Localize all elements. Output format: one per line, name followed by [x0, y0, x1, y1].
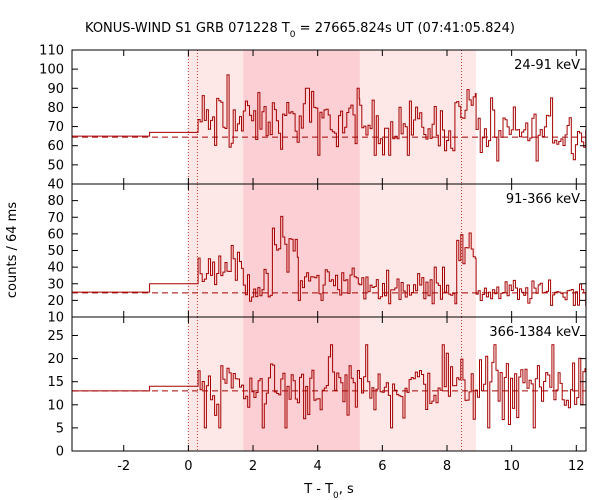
- dark-interval-band: [243, 184, 360, 317]
- energy-band-label: 24-91 keV: [514, 58, 580, 73]
- chart-title-prefix: KONUS-WIND S1 GRB 071228 T: [85, 21, 290, 36]
- y-tick-label: 90: [47, 82, 64, 97]
- y-tick-label: 5: [56, 421, 64, 436]
- x-tick-label: 0: [184, 459, 192, 474]
- chart-title-sub: 0: [290, 30, 296, 40]
- light-curve: [72, 74, 587, 162]
- y-tick-label: 40: [47, 261, 64, 276]
- y-tick-label: 70: [47, 211, 64, 226]
- x-tick-label: 4: [314, 459, 322, 474]
- y-tick-label: 20: [47, 294, 64, 309]
- y-tick-label: 70: [47, 120, 64, 135]
- y-tick-label: 20: [47, 352, 64, 367]
- x-tick-label: -2: [117, 459, 130, 474]
- y-tick-label: 80: [47, 101, 64, 116]
- y-tick-label: 80: [47, 194, 64, 209]
- y-tick-label: 40: [47, 178, 64, 193]
- y-tick-label: 0: [56, 445, 64, 460]
- panel-frame: [71, 316, 587, 452]
- y-axis-label: counts / 64 ms: [5, 202, 20, 298]
- y-tick-label: 100: [39, 63, 64, 78]
- x-axis-label-sub: 0: [333, 491, 339, 500]
- chart-title-suffix: = 27665.824s UT (07:41:05.824): [296, 21, 515, 36]
- y-tick-label: 60: [47, 139, 64, 154]
- y-tick-label: 110: [39, 44, 64, 59]
- y-tick-label: 60: [47, 227, 64, 242]
- dark-interval-band: [243, 317, 360, 451]
- x-axis-label-prefix: T - T: [303, 482, 333, 497]
- y-tick-label: 10: [47, 398, 64, 413]
- x-tick-label: 8: [443, 459, 451, 474]
- x-axis-label: T - T0, s: [303, 482, 354, 500]
- panel-1: 40 50 60 70 80 90 100 110 24-91 keV: [39, 44, 587, 193]
- x-tick-label: 6: [378, 459, 386, 474]
- energy-band-label: 91-366 keV: [506, 192, 580, 207]
- chart-title: KONUS-WIND S1 GRB 071228 T0 = 27665.824s…: [85, 21, 515, 40]
- y-tick-label: 30: [47, 277, 64, 292]
- y-tick-label: 10: [47, 311, 64, 326]
- energy-band-label: 366-1384 keV: [489, 325, 580, 340]
- y-tick-label: 50: [47, 244, 64, 259]
- panel-3: 0 5 10 15 20 25 366-1384 keV: [47, 316, 587, 460]
- x-tick-label: 10: [503, 459, 520, 474]
- y-tick-label: 25: [47, 329, 64, 344]
- y-tick-label: 50: [47, 158, 64, 173]
- x-tick-label: 12: [568, 459, 585, 474]
- light-curve: [72, 344, 586, 429]
- y-tick-label: 15: [47, 375, 64, 390]
- x-axis-label-suffix: , s: [339, 482, 354, 497]
- light-curve: [72, 215, 587, 306]
- x-tick-label: 2: [249, 459, 257, 474]
